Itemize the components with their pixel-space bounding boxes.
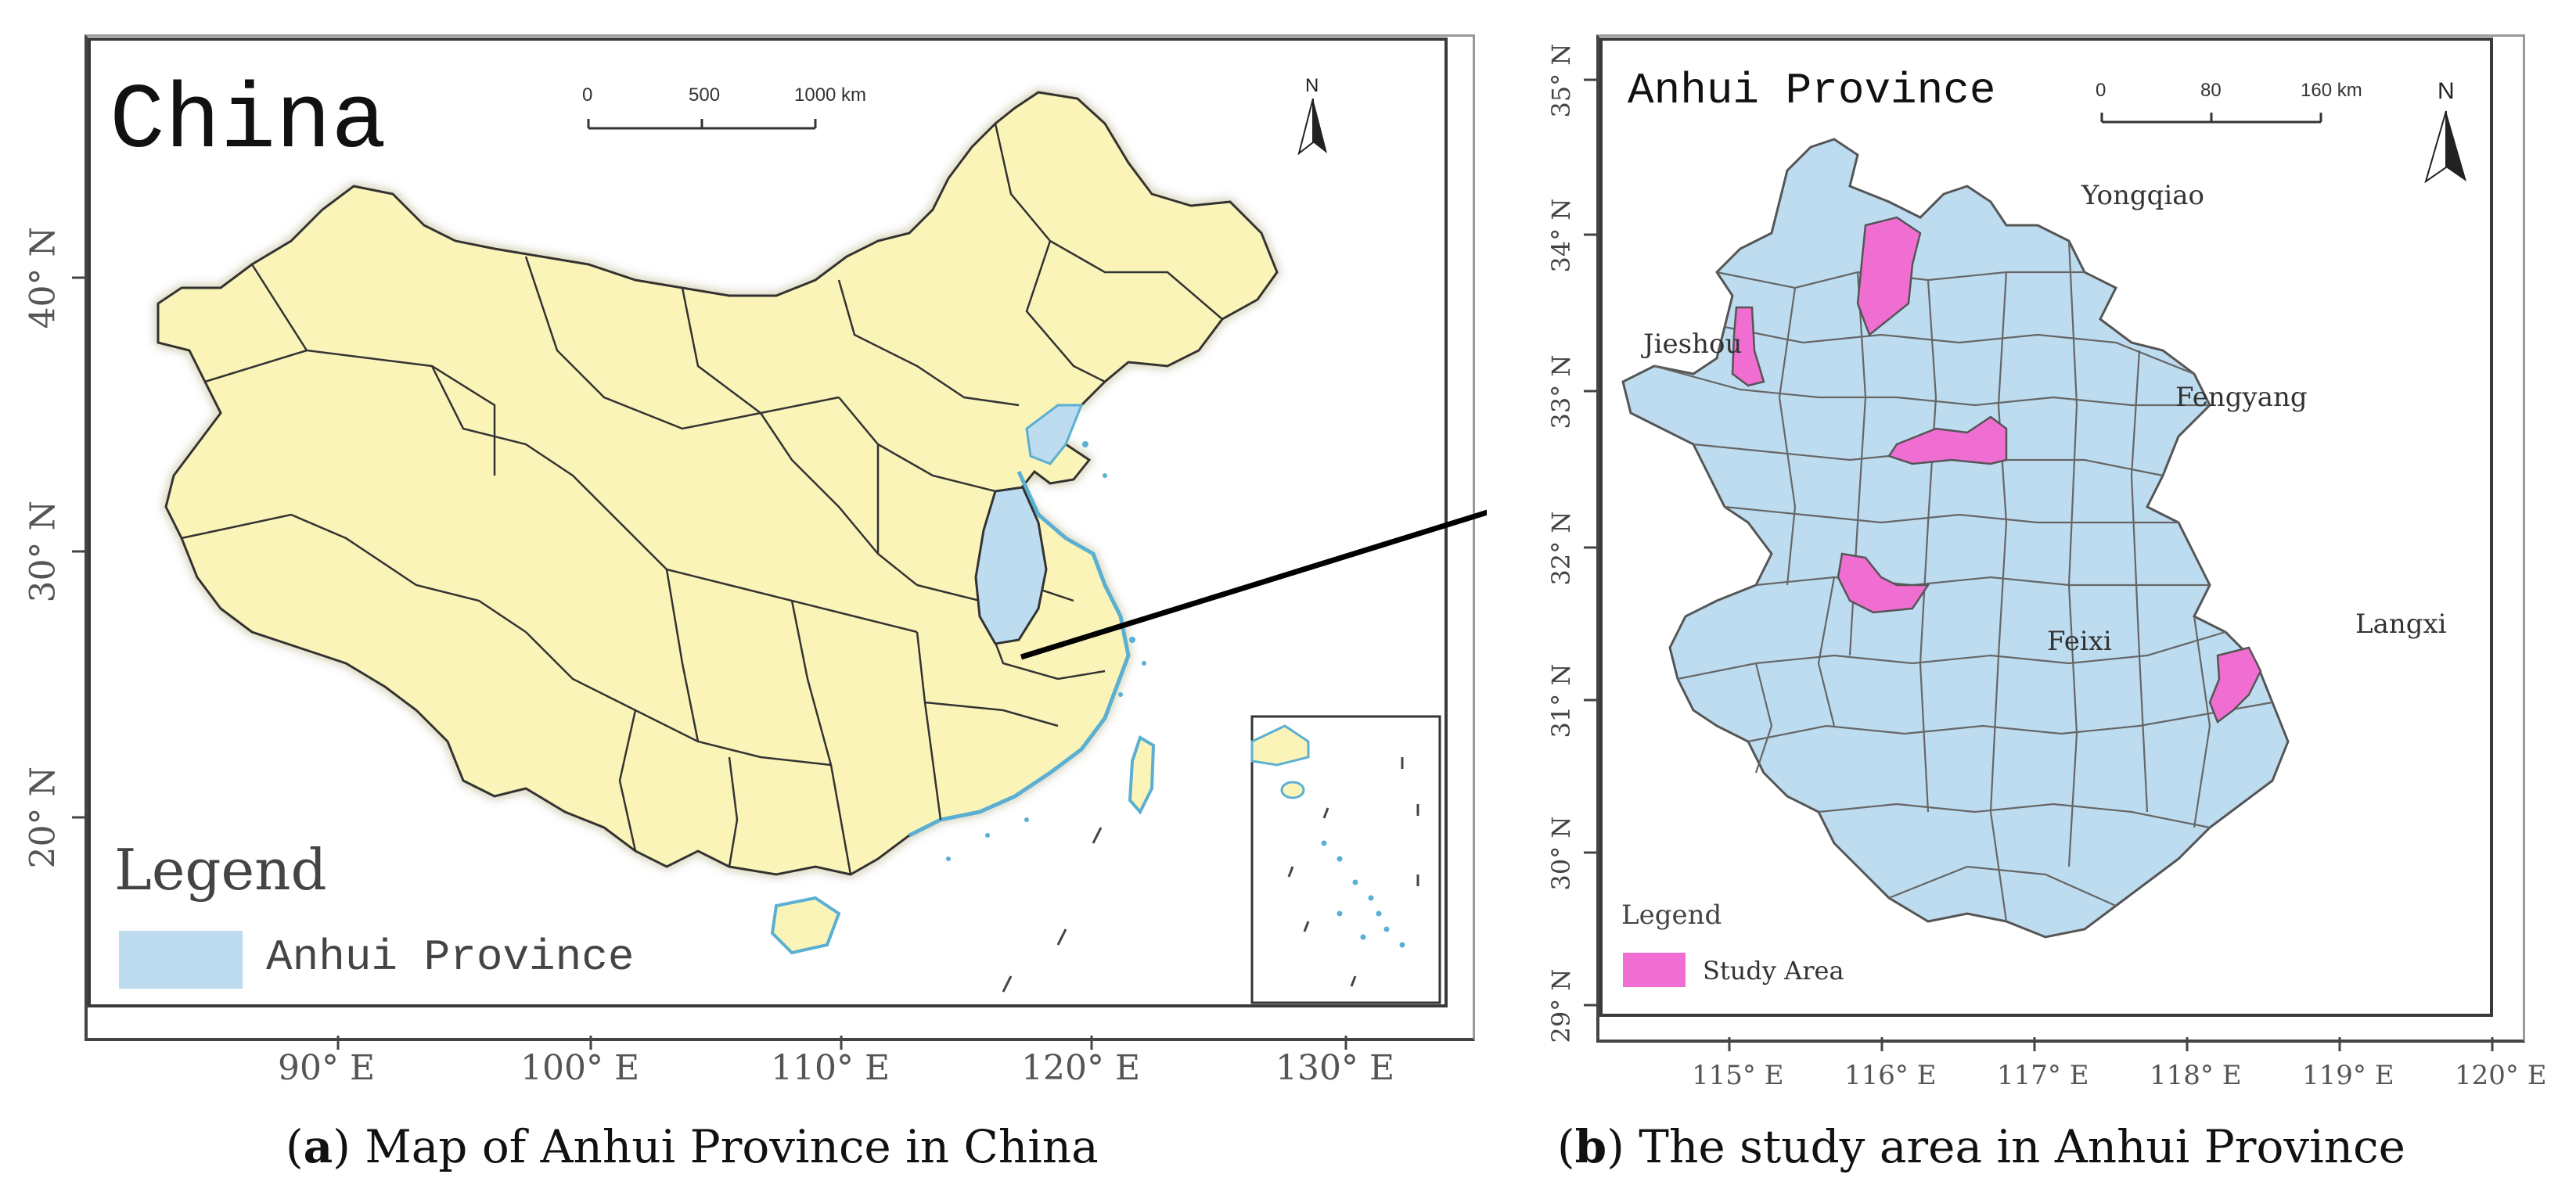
panel-b-scalebar-label-0: 0: [2096, 80, 2106, 101]
panel-a-y-tick-marks: [72, 276, 86, 819]
study-area-jieshou: [1731, 306, 1765, 387]
panel-b-y-tick-31: 31° N: [1546, 663, 1576, 738]
panel-b-title: Anhui Province: [1628, 66, 1996, 116]
panel-a-axes-frame: [85, 34, 1475, 1041]
panel-b-north-arrow-icon: [2424, 110, 2466, 184]
panel-b-legend-title: Legend: [1621, 900, 1722, 931]
panel-a-x-tick-90: 90° E: [278, 1048, 376, 1088]
panel-b-x-tick-120: 120° E: [2455, 1060, 2547, 1091]
panel-a-y-tick-20: 20° N: [23, 767, 63, 869]
panel-a-scalebar: [587, 119, 817, 130]
panel-a-scalebar-label-500: 500: [689, 84, 721, 106]
label-fengyang: Fengyang: [2175, 382, 2308, 413]
china-mainland-shape: [157, 91, 1279, 876]
panel-b-y-tick-marks: [1584, 78, 1598, 1007]
panel-b-x-tick-119: 119° E: [2302, 1060, 2394, 1091]
panel-b-scalebar: [2100, 113, 2322, 124]
study-area-feixi: [1837, 552, 1930, 614]
panel-a-caption: (a) Map of Anhui Province in China: [286, 1120, 1099, 1173]
study-area-fengyang: [1887, 415, 2008, 465]
panel-a-north-arrow-icon: [1297, 98, 1327, 156]
offshore-dashes: [1002, 827, 1103, 993]
panel-a-caption-letter: a: [303, 1120, 333, 1173]
panel-a-legend-title: Legend: [114, 837, 327, 903]
panel-a-x-tick-marks: [336, 1036, 1347, 1050]
china-map: [157, 91, 1441, 1004]
panel-a-x-tick-110: 110° E: [771, 1048, 890, 1088]
panel-b-y-tick-33: 33° N: [1546, 354, 1576, 429]
panel-a-scalebar-label-0: 0: [582, 84, 593, 106]
panel-a-x-tick-130: 130° E: [1275, 1048, 1395, 1088]
label-jieshou: Jieshou: [1643, 329, 1743, 360]
panel-b-legend-label: Study Area: [1703, 956, 1844, 986]
panel-a-y-tick-30: 30° N: [23, 501, 63, 603]
panel-b-caption-letter: b: [1574, 1120, 1607, 1173]
panel-a-x-tick-100: 100° E: [520, 1048, 640, 1088]
panel-b-caption: (b) The study area in Anhui Province: [1557, 1120, 2405, 1173]
panel-b-x-tick-118: 118° E: [2150, 1060, 2242, 1091]
panel-b-y-tick-34: 34° N: [1546, 198, 1576, 273]
panel-a-china-map: China 0 500 1000 km N Legend Anhui Provi…: [23, 34, 1594, 1173]
bohai-gulf: [1025, 404, 1084, 465]
panel-b-axes-frame: [1596, 34, 2525, 1043]
panel-b-x-tick-116: 116° E: [1844, 1060, 1937, 1091]
china-coastline: [908, 470, 1131, 838]
anhui-outline-shape: [1621, 138, 2290, 939]
panel-a-north-label: N: [1305, 75, 1319, 96]
panel-b-north-label: N: [2437, 78, 2455, 104]
panel-b-x-tick-marks: [1728, 1037, 2494, 1051]
panel-b-scalebar-label-160: 160 km: [2301, 80, 2362, 101]
inset-islands: [1250, 724, 1405, 948]
anhui-county-map: [1621, 138, 2290, 939]
study-area-yongqiao: [1856, 216, 1922, 337]
taiwan-shape: [1128, 735, 1156, 815]
coastal-islands: [946, 441, 1146, 861]
panel-b-y-tick-30: 30° N: [1546, 816, 1576, 891]
panel-a-legend-label: Anhui Province: [266, 932, 635, 982]
anhui-province-shape: [974, 486, 1048, 645]
panel-b-caption-text: The study area in Anhui Province: [1639, 1120, 2405, 1173]
panel-b-y-tick-29: 29° N: [1546, 968, 1576, 1043]
panel-a-x-tick-120: 120° E: [1021, 1048, 1141, 1088]
label-feixi: Feixi: [2047, 626, 2112, 657]
panel-b-legend-swatch: [1623, 953, 1686, 987]
hainan-shape: [770, 896, 841, 955]
panel-a-y-tick-40: 40° N: [23, 227, 63, 329]
panel-b-y-tick-35: 35° N: [1546, 43, 1576, 118]
panel-b-x-tick-117: 117° E: [1997, 1060, 2089, 1091]
panel-a-legend-swatch: [119, 931, 243, 989]
label-yongqiao: Yongqiao: [2081, 180, 2205, 211]
panel-b-scalebar-label-80: 80: [2200, 80, 2222, 101]
study-area-langxi: [2208, 646, 2262, 724]
panel-b-anhui-map: Anhui Province 0 80 160 km N Yongqiao Ji…: [1487, 0, 2576, 1203]
panel-a-caption-text: Map of Anhui Province in China: [365, 1120, 1099, 1173]
label-langxi: Langxi: [2355, 609, 2447, 640]
inset-dashes: [1287, 757, 1419, 987]
panel-b-x-tick-115: 115° E: [1692, 1060, 1784, 1091]
panel-a-scalebar-label-1000: 1000 km: [794, 84, 867, 106]
panel-a-title: China: [110, 70, 387, 174]
panel-b-y-tick-32: 32° N: [1546, 511, 1576, 586]
